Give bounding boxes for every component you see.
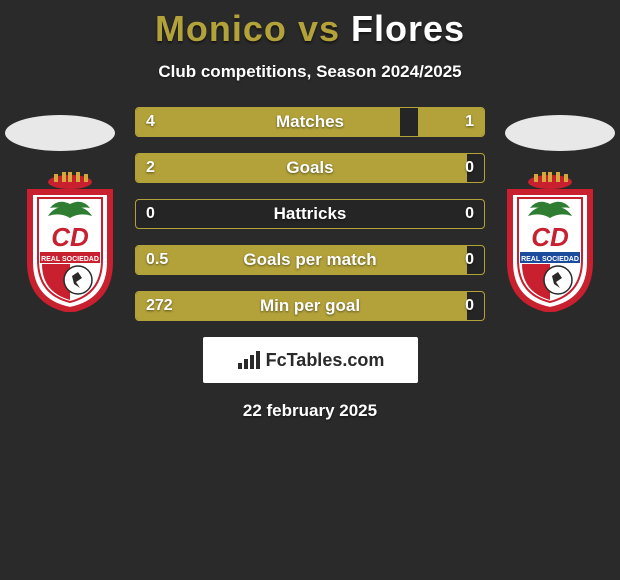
stat-value-left: 272	[146, 297, 173, 315]
stat-label: Min per goal	[260, 296, 360, 316]
stat-value-right: 0	[465, 251, 474, 269]
shield-icon: CD REAL SOCIEDAD	[20, 172, 120, 312]
stat-row: 0.5 Goals per match 0	[135, 245, 485, 275]
bar-chart-icon	[236, 349, 262, 371]
player-b-name: Flores	[351, 8, 465, 49]
stat-label: Hattricks	[274, 204, 347, 224]
player-a-avatar	[5, 115, 115, 151]
stat-value-right: 0	[465, 205, 474, 223]
stat-value-right: 1	[465, 113, 474, 131]
stat-row: 4 Matches 1	[135, 107, 485, 137]
stat-row: 0 Hattricks 0	[135, 199, 485, 229]
stat-label: Goals	[286, 158, 333, 178]
brand-box: FcTables.com	[203, 337, 418, 383]
stat-value-right: 0	[465, 159, 474, 177]
svg-text:CD: CD	[531, 222, 569, 252]
stat-value-left: 0	[146, 205, 155, 223]
stat-label: Matches	[276, 112, 344, 132]
player-b-avatar	[505, 115, 615, 151]
stat-row: 2 Goals 0	[135, 153, 485, 183]
club-crest-left: CD REAL SOCIEDAD	[20, 172, 120, 312]
title-separator: vs	[298, 8, 340, 49]
date: 22 february 2025	[0, 401, 620, 421]
comparison-infographic: Monico vs Flores Club competitions, Seas…	[0, 0, 620, 421]
shield-icon: CD REAL SOCIEDAD	[500, 172, 600, 312]
stat-value-left: 2	[146, 159, 155, 177]
club-crest-right: CD REAL SOCIEDAD	[500, 172, 600, 312]
bar-fill-left	[136, 108, 400, 136]
page-title: Monico vs Flores	[0, 0, 620, 50]
chart-area: CD REAL SOCIEDAD CD	[0, 107, 620, 421]
stat-row: 272 Min per goal 0	[135, 291, 485, 321]
stat-value-left: 4	[146, 113, 155, 131]
brand-text: FcTables.com	[266, 350, 385, 371]
svg-text:CD: CD	[51, 222, 89, 252]
subtitle: Club competitions, Season 2024/2025	[0, 62, 620, 82]
svg-text:REAL SOCIEDAD: REAL SOCIEDAD	[41, 256, 99, 263]
svg-text:REAL SOCIEDAD: REAL SOCIEDAD	[521, 256, 579, 263]
stat-value-left: 0.5	[146, 251, 168, 269]
player-a-name: Monico	[155, 8, 287, 49]
stat-value-right: 0	[465, 297, 474, 315]
stat-bars: 4 Matches 1 2 Goals 0 0 Hattricks 0	[135, 107, 485, 321]
stat-label: Goals per match	[243, 250, 376, 270]
